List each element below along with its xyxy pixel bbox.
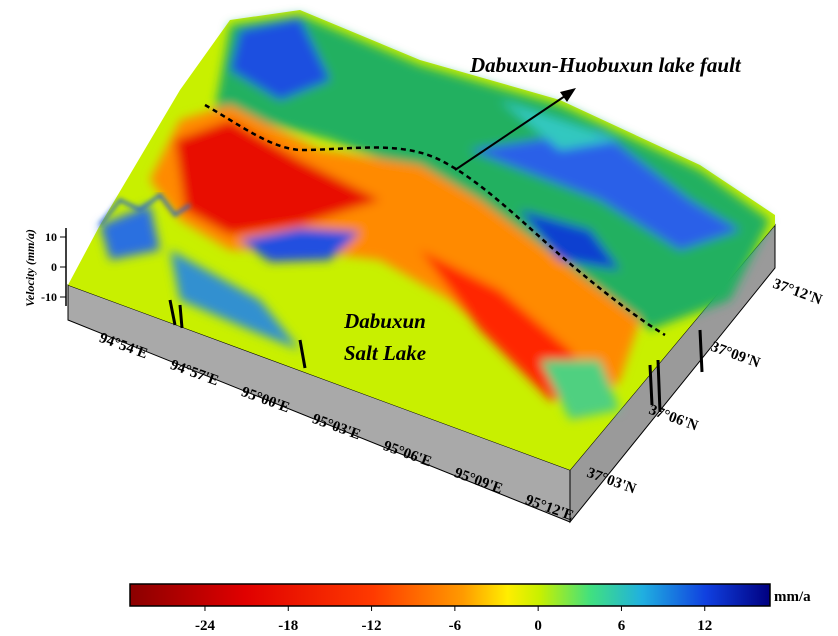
colorbar xyxy=(130,584,770,606)
latitude-label: 37°09'N xyxy=(709,339,763,372)
velocity-tick-label: 0 xyxy=(51,260,57,274)
latitude-label: 37°12'N xyxy=(771,276,825,309)
lake-label: Salt Lake xyxy=(344,341,426,365)
arrow-head xyxy=(560,88,576,102)
lake-label: Dabuxun xyxy=(343,309,426,333)
map-figure: Dabuxun-Huobuxun lake fault Dabuxun Salt… xyxy=(0,0,838,636)
velocity-tick-label: 10 xyxy=(45,230,57,244)
velocity-tick-label: -10 xyxy=(41,290,57,304)
colorbar-tick-label: -6 xyxy=(449,618,462,634)
terrain-block xyxy=(68,10,775,522)
colorbar-tick-label: 6 xyxy=(618,618,626,634)
colorbar-tick-label: 0 xyxy=(534,618,542,634)
velocity-axis-label: Velocity (mm/a) xyxy=(23,229,37,307)
colorbar-tick-label: -24 xyxy=(195,618,215,634)
colorbar-unit: mm/a xyxy=(774,589,811,605)
latitude-label: 37°06'N xyxy=(647,402,701,435)
fault-annotation: Dabuxun-Huobuxun lake fault xyxy=(469,53,742,77)
colorbar-tick-label: 12 xyxy=(697,618,712,634)
colorbar-tick-label: -18 xyxy=(278,618,298,634)
colorbar-tick-label: -12 xyxy=(362,618,382,634)
